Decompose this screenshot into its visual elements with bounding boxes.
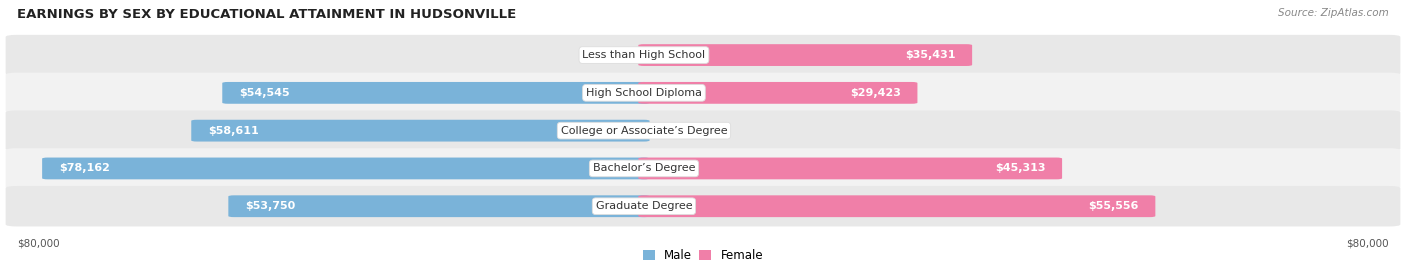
- FancyBboxPatch shape: [6, 73, 1400, 113]
- FancyBboxPatch shape: [638, 44, 972, 66]
- FancyBboxPatch shape: [6, 148, 1400, 189]
- FancyBboxPatch shape: [191, 120, 650, 142]
- Text: $29,423: $29,423: [849, 88, 901, 98]
- FancyBboxPatch shape: [222, 82, 650, 104]
- Text: $55,556: $55,556: [1088, 201, 1139, 211]
- Text: $0: $0: [655, 126, 671, 136]
- Text: $53,750: $53,750: [245, 201, 295, 211]
- FancyBboxPatch shape: [42, 158, 650, 179]
- FancyBboxPatch shape: [638, 82, 918, 104]
- Legend: Male, Female: Male, Female: [643, 249, 763, 262]
- FancyBboxPatch shape: [638, 195, 1156, 217]
- Text: College or Associate’s Degree: College or Associate’s Degree: [561, 126, 727, 136]
- Text: $80,000: $80,000: [1347, 239, 1389, 249]
- FancyBboxPatch shape: [6, 186, 1400, 226]
- Text: Less than High School: Less than High School: [582, 50, 706, 60]
- Text: $35,431: $35,431: [904, 50, 955, 60]
- FancyBboxPatch shape: [228, 195, 650, 217]
- Text: EARNINGS BY SEX BY EDUCATIONAL ATTAINMENT IN HUDSONVILLE: EARNINGS BY SEX BY EDUCATIONAL ATTAINMEN…: [17, 8, 516, 21]
- Text: $78,162: $78,162: [59, 163, 110, 173]
- FancyBboxPatch shape: [6, 35, 1400, 75]
- Text: $0: $0: [617, 50, 633, 60]
- Text: $58,611: $58,611: [208, 126, 259, 136]
- Text: Source: ZipAtlas.com: Source: ZipAtlas.com: [1278, 8, 1389, 18]
- Text: $45,313: $45,313: [994, 163, 1045, 173]
- Text: Bachelor’s Degree: Bachelor’s Degree: [593, 163, 695, 173]
- Text: High School Diploma: High School Diploma: [586, 88, 702, 98]
- Text: $54,545: $54,545: [239, 88, 290, 98]
- FancyBboxPatch shape: [638, 158, 1062, 179]
- Text: Graduate Degree: Graduate Degree: [596, 201, 692, 211]
- Text: $80,000: $80,000: [17, 239, 59, 249]
- FancyBboxPatch shape: [6, 110, 1400, 151]
